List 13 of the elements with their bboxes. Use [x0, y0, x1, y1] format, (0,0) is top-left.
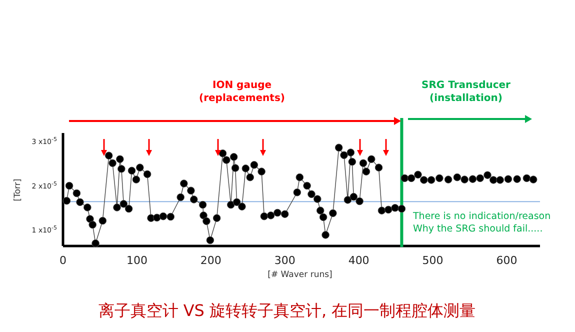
x-tick-label: 500	[422, 254, 444, 267]
y-axis-title: [Torr]	[13, 178, 23, 202]
text: ION gauge (replacements)	[199, 80, 285, 104]
text: 离子真空计 VS 旋转转子真空计, 在同一制程腔体测量	[98, 301, 476, 320]
x-tick-label: 200	[200, 254, 222, 267]
x-tick-label: 0	[60, 254, 66, 267]
x-tick-label: 600	[496, 254, 518, 267]
text: SRG Transducer (installation)	[422, 80, 511, 104]
annotation: There is no indication/reason Why the SRG should fail.....	[412, 211, 551, 234]
x-tick-label: 300	[274, 254, 296, 267]
x-axis-title: [# Waver runs]	[268, 270, 332, 280]
x-tick-label: 100	[126, 254, 148, 267]
x-tick-label: 400	[348, 254, 370, 267]
